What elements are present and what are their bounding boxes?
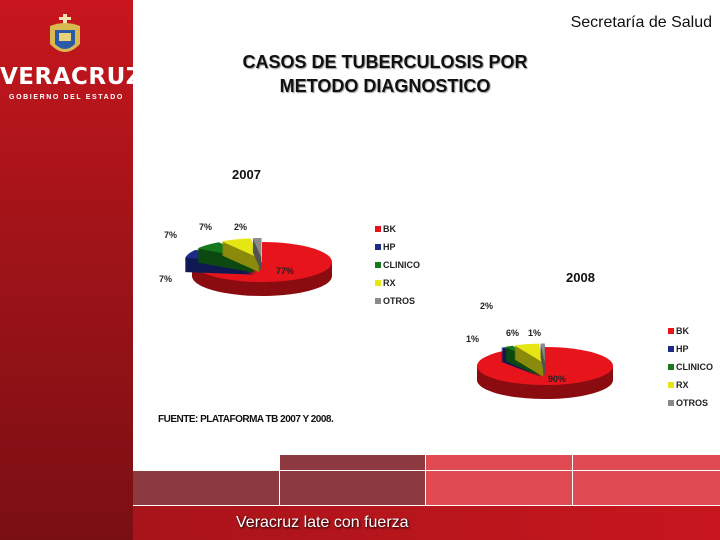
footer-bar bbox=[133, 506, 720, 540]
pie-slice-rx bbox=[514, 343, 544, 363]
pie-slice-otros bbox=[252, 238, 262, 259]
legend-item-otros: OTROS bbox=[668, 394, 713, 412]
logo-text: VERACRUZ bbox=[0, 64, 143, 90]
data-label: 77% bbox=[276, 266, 295, 276]
footer-band bbox=[280, 455, 425, 470]
slogan: Veracruz late con fuerza bbox=[236, 514, 409, 531]
slide-title: CASOS DE TUBERCULOSIS POR METODO DIAGNOS… bbox=[180, 50, 590, 98]
legend-swatch bbox=[375, 280, 381, 286]
title-line-2: METODO DIAGNOSTICO bbox=[279, 76, 491, 96]
legend-item-clinico: CLINICO bbox=[375, 256, 420, 274]
legend-item-bk: BK bbox=[375, 220, 420, 238]
footer-band bbox=[426, 471, 572, 505]
pie-slice-bk bbox=[476, 347, 613, 386]
logo-subtext: GOBIERNO DEL ESTADO bbox=[9, 94, 124, 101]
data-label: 7% bbox=[159, 274, 173, 284]
legend-item-clinico: CLINICO bbox=[668, 358, 713, 376]
legend-2007: BK HP CLINICO RX OTROS bbox=[375, 220, 420, 310]
legend-swatch bbox=[375, 298, 381, 304]
legend-swatch bbox=[375, 262, 381, 268]
organization-name: Secretaría de Salud bbox=[570, 14, 712, 31]
legend-label: OTROS bbox=[383, 296, 416, 306]
legend-swatch bbox=[668, 346, 674, 352]
data-label: 2% bbox=[480, 301, 494, 311]
legend-label: RX bbox=[383, 278, 396, 288]
legend-item-rx: RX bbox=[668, 376, 713, 394]
data-label: 2% bbox=[234, 222, 248, 232]
legend-item-bk: BK bbox=[668, 322, 713, 340]
footer-band bbox=[573, 471, 720, 505]
data-label: 7% bbox=[164, 230, 178, 240]
legend-label: BK bbox=[676, 326, 689, 336]
data-label: 7% bbox=[199, 222, 213, 232]
legend-label: OTROS bbox=[676, 398, 709, 408]
data-label: 1% bbox=[528, 328, 542, 338]
source-note: FUENTE: PLATAFORMA TB 2007 Y 2008. bbox=[158, 414, 334, 425]
legend-swatch bbox=[668, 400, 674, 406]
chart-title-2007: 2007 bbox=[232, 167, 261, 182]
pie-slice-rx bbox=[221, 238, 260, 259]
title-line-1: CASOS DE TUBERCULOSIS POR bbox=[242, 52, 528, 72]
data-label: 90% bbox=[548, 374, 567, 384]
sidebar: VERACRUZ GOBIERNO DEL ESTADO bbox=[0, 0, 143, 540]
footer-band bbox=[280, 471, 425, 505]
coat-of-arms-icon bbox=[50, 14, 80, 52]
veracruz-logo: VERACRUZ GOBIERNO DEL ESTADO bbox=[0, 0, 143, 110]
legend-label: HP bbox=[676, 344, 689, 354]
pie-slice-side-hp bbox=[501, 361, 542, 378]
legend-swatch bbox=[375, 226, 381, 232]
data-label: 1% bbox=[466, 334, 480, 344]
chart-title-2008: 2008 bbox=[566, 270, 595, 285]
pie-slice-side-clinico bbox=[505, 358, 542, 376]
legend-item-rx: RX bbox=[375, 274, 420, 292]
legend-swatch bbox=[668, 382, 674, 388]
legend-item-otros: OTROS bbox=[375, 292, 420, 310]
legend-label: BK bbox=[383, 224, 396, 234]
legend-swatch bbox=[375, 244, 381, 250]
legend-label: CLINICO bbox=[383, 260, 420, 270]
pie-slice-side-clinico bbox=[505, 359, 542, 377]
legend-item-hp: HP bbox=[668, 340, 713, 358]
data-label: 6% bbox=[506, 328, 520, 338]
legend-2008: BK HP CLINICO RX OTROS bbox=[668, 322, 713, 412]
pie-slice-otros bbox=[540, 343, 545, 363]
footer-band bbox=[133, 455, 280, 470]
footer-band bbox=[573, 455, 720, 470]
footer-band bbox=[133, 471, 279, 505]
legend-label: HP bbox=[383, 242, 396, 252]
legend-label: CLINICO bbox=[676, 362, 713, 372]
legend-swatch bbox=[668, 328, 674, 334]
legend-label: RX bbox=[676, 380, 689, 390]
pie-slice-side-clinico bbox=[505, 357, 542, 375]
legend-item-hp: HP bbox=[375, 238, 420, 256]
footer-band bbox=[426, 455, 572, 470]
legend-swatch bbox=[668, 364, 674, 370]
